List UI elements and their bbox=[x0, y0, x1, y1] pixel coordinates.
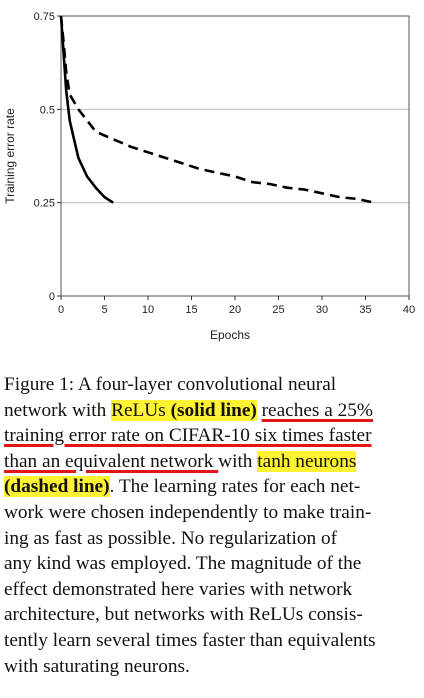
caption-line-3: training error rate on CIFAR-10 six time… bbox=[4, 425, 372, 447]
plot-area-frame bbox=[60, 15, 410, 297]
y-tick-label: 0.75 bbox=[34, 11, 55, 23]
x-tick-label: 20 bbox=[229, 304, 241, 316]
caption-line-12: with saturating neurons. bbox=[4, 655, 190, 677]
caption-line-7: ing as fast as possible. No regularizati… bbox=[4, 527, 338, 549]
x-tick-label: 40 bbox=[403, 304, 415, 316]
x-tick-label: 5 bbox=[101, 304, 107, 316]
caption-line-10: architecture, but networks with ReLUs co… bbox=[4, 604, 363, 626]
caption-line-9: effect demonstrated here varies with net… bbox=[4, 578, 353, 600]
x-tick-label: 25 bbox=[272, 304, 284, 316]
y-axis-label: Training error rate bbox=[3, 108, 17, 204]
x-axis-label: Epochs bbox=[210, 328, 250, 342]
figure-caption: Figure 1: A four-layer convolutional neu… bbox=[4, 372, 420, 679]
y-tick-label: 0.5 bbox=[40, 104, 55, 116]
caption-line-2: network with ReLUs (solid line) reaches … bbox=[4, 399, 373, 421]
caption-line-6: work were chosen independently to make t… bbox=[4, 501, 372, 523]
x-tick-label: 15 bbox=[185, 304, 197, 316]
y-tick-label: 0.25 bbox=[34, 198, 55, 210]
x-tick-label: 0 bbox=[58, 304, 64, 316]
x-tick-label: 35 bbox=[359, 304, 371, 316]
tanh-dashed-line bbox=[59, 15, 375, 204]
caption-line-5: (dashed line). The learning rates for ea… bbox=[4, 476, 361, 498]
caption-line-4: than an equivalent network with tanh neu… bbox=[4, 450, 357, 472]
x-tick-label: 10 bbox=[142, 304, 154, 316]
x-tick-label: 30 bbox=[316, 304, 328, 316]
training-error-chart: 0 5 10 15 20 25 30 35 40 0 0.25 0.5 0.75 Epochs Trai… bbox=[3, 11, 415, 342]
caption-line-8: any kind was employed. The magnitude of … bbox=[4, 553, 362, 575]
caption-line-1: Figure 1: A four-layer convolutional neu… bbox=[4, 374, 337, 395]
caption-line-11: tently learn several times faster than e… bbox=[4, 629, 376, 651]
y-tick-label: 0 bbox=[49, 291, 55, 303]
